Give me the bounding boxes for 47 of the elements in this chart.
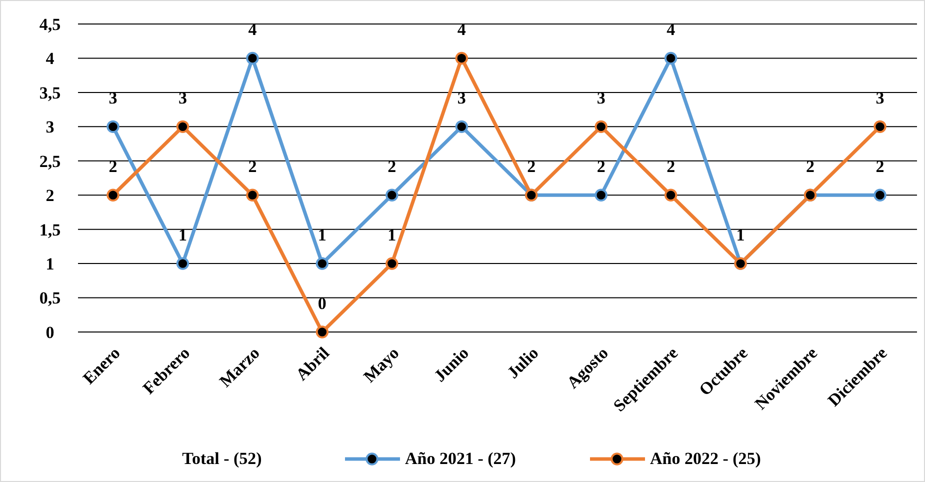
data-label: 1 bbox=[388, 226, 396, 245]
point bbox=[594, 188, 608, 202]
y-tick-label: 2 bbox=[46, 186, 54, 206]
point bbox=[455, 52, 468, 65]
data-label: 1 bbox=[736, 226, 745, 245]
y-tick-label: 3,5 bbox=[39, 83, 61, 102]
data-label: 2 bbox=[527, 157, 536, 176]
point bbox=[246, 52, 259, 65]
data-label: 2 bbox=[108, 157, 118, 176]
y-tick-label: 1,5 bbox=[39, 220, 61, 240]
point bbox=[316, 326, 329, 338]
data-label: 1 bbox=[178, 226, 187, 245]
point bbox=[455, 120, 468, 134]
data-label: 4 bbox=[457, 20, 466, 40]
point bbox=[874, 120, 886, 134]
data-label: 2 bbox=[806, 157, 815, 176]
point bbox=[316, 257, 329, 270]
legend-label: Año 2021 - (27) bbox=[405, 449, 516, 468]
point bbox=[176, 257, 190, 270]
point bbox=[664, 188, 678, 202]
data-label: 2 bbox=[248, 157, 257, 176]
y-tick-label: 1 bbox=[46, 254, 54, 274]
point bbox=[594, 120, 608, 134]
y-tick-label: 0 bbox=[46, 322, 54, 342]
y-tick-label: 3 bbox=[46, 118, 54, 137]
data-label: 2 bbox=[388, 157, 396, 176]
point bbox=[106, 188, 120, 202]
data-label: 4 bbox=[248, 20, 258, 40]
data-label: 2 bbox=[666, 157, 676, 176]
data-label: 2 bbox=[596, 157, 606, 176]
point bbox=[386, 188, 398, 202]
point bbox=[106, 120, 120, 134]
y-tick-label: 4,5 bbox=[39, 14, 61, 34]
data-label: 4 bbox=[666, 20, 676, 40]
y-tick-label: 4 bbox=[46, 49, 55, 68]
point bbox=[176, 120, 190, 134]
legend-label: Año 2022 - (25) bbox=[650, 449, 761, 468]
data-label: 0 bbox=[318, 294, 326, 313]
point bbox=[246, 188, 259, 202]
y-tick-label: 2,5 bbox=[39, 152, 61, 171]
data-label: 2 bbox=[876, 157, 884, 176]
data-label: 1 bbox=[318, 226, 326, 245]
point bbox=[664, 52, 678, 65]
legend-title: Total - (52) bbox=[182, 449, 262, 468]
point bbox=[874, 188, 886, 202]
point bbox=[386, 257, 398, 270]
y-tick-label: 0,5 bbox=[39, 288, 61, 308]
